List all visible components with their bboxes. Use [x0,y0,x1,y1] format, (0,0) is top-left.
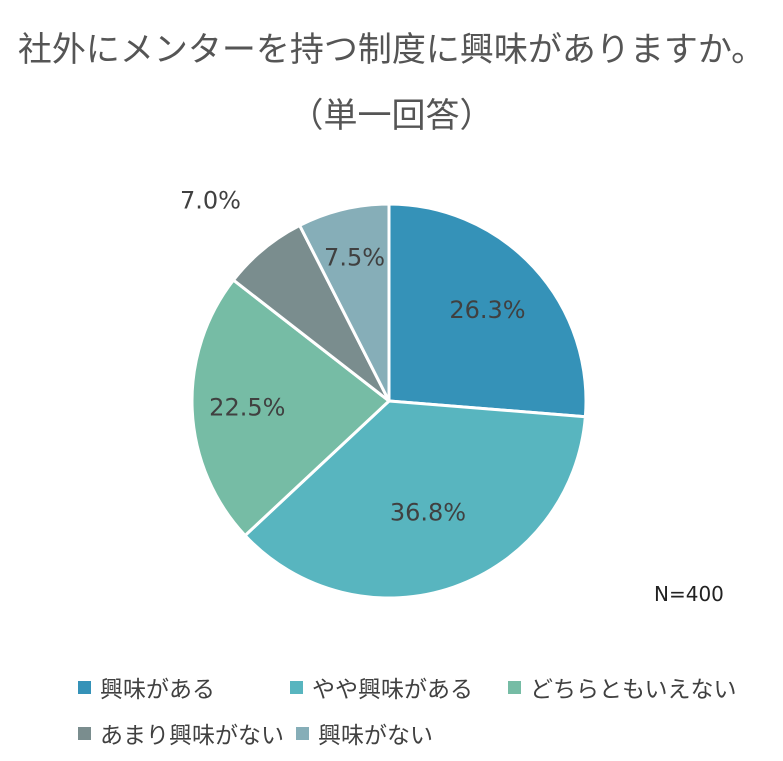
legend-swatch-5 [296,726,309,740]
legend-label-4: あまり興味がない [100,723,284,749]
slice-label-3: 22.5% [209,393,285,421]
legend-item-1: 興味がある [78,670,290,704]
sample-size-label: N=400 [654,582,724,606]
slice-label-4: 7.0% [180,187,241,215]
slice-label-1: 26.3% [449,296,525,324]
chart-title-line1: 社外にメンターを持つ制度に興味がありますか。 [17,30,766,70]
legend-label-3: どちらともいえない [530,677,737,703]
legend-item-4: あまり興味がない [78,716,296,750]
legend-swatch-1 [78,680,91,694]
chart-title-line2: （単一回答） [289,96,494,136]
legend-item-3: どちらともいえない [508,670,737,704]
pie-slice-1 [387,202,588,419]
pie-slice-3 [190,278,392,538]
slice-label-5: 7.5% [324,243,385,271]
legend-row-2: あまり興味がない 興味がない [78,710,778,756]
chart-legend: 興味がある やや興味がある どちらともいえない あまり興味がない 興味がない [78,664,778,756]
legend-row-1: 興味がある やや興味がある どちらともいえない [78,664,778,710]
pie-slice-2 [242,399,587,600]
legend-item-2: やや興味がある [290,670,508,704]
legend-swatch-2 [290,680,303,694]
legend-label-5: 興味がない [318,723,433,749]
legend-swatch-4 [78,726,91,740]
legend-label-1: 興味がある [100,677,215,703]
legend-swatch-3 [508,680,521,694]
slice-label-2: 36.8% [390,499,466,527]
legend-label-2: やや興味がある [312,677,473,703]
legend-item-5: 興味がない [296,716,433,750]
pie-slice-5 [297,202,391,402]
